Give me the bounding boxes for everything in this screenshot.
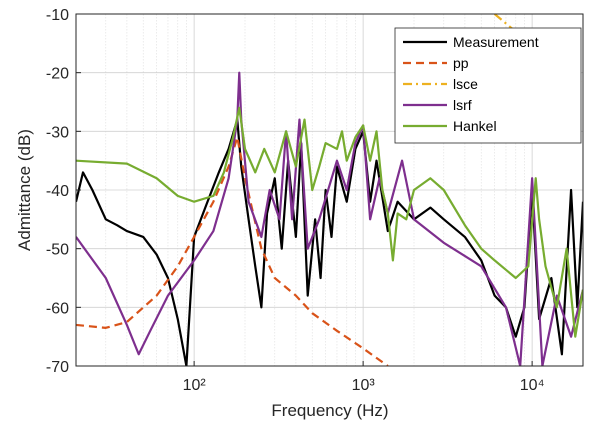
y-tick-label: -20 (46, 66, 69, 83)
x-axis-label: Frequency (Hz) (271, 401, 388, 420)
x-tick-label: 10⁴ (520, 377, 545, 394)
y-tick-label: -50 (46, 242, 69, 259)
y-axis-label: Admittance (dB) (15, 129, 34, 251)
x-tick-label: 10³ (352, 377, 376, 394)
plot-lines (76, 14, 583, 366)
y-tick-label: -60 (46, 300, 69, 317)
legend-label: pp (453, 55, 469, 71)
y-tick-label: -30 (46, 124, 69, 141)
legend-label: Measurement (453, 34, 539, 50)
series-line (76, 136, 389, 366)
legend-label: lsrf (453, 97, 472, 113)
legend-box (394, 27, 582, 144)
ticks: 10² 10³ 10⁴ -70 -60 -50 -40 -30 -20 -10 (46, 7, 545, 394)
legend: Measurement pp lsce lsrf Hankel (394, 27, 582, 144)
x-tick-label: 10² (183, 377, 207, 394)
y-tick-label: -40 (46, 183, 69, 200)
legend-label: lsce (453, 76, 478, 92)
y-tick-label: -10 (46, 7, 69, 24)
y-tick-label: -70 (46, 359, 69, 376)
legend-label: Hankel (453, 118, 497, 134)
series-line (76, 71, 583, 366)
series-line (76, 106, 583, 338)
